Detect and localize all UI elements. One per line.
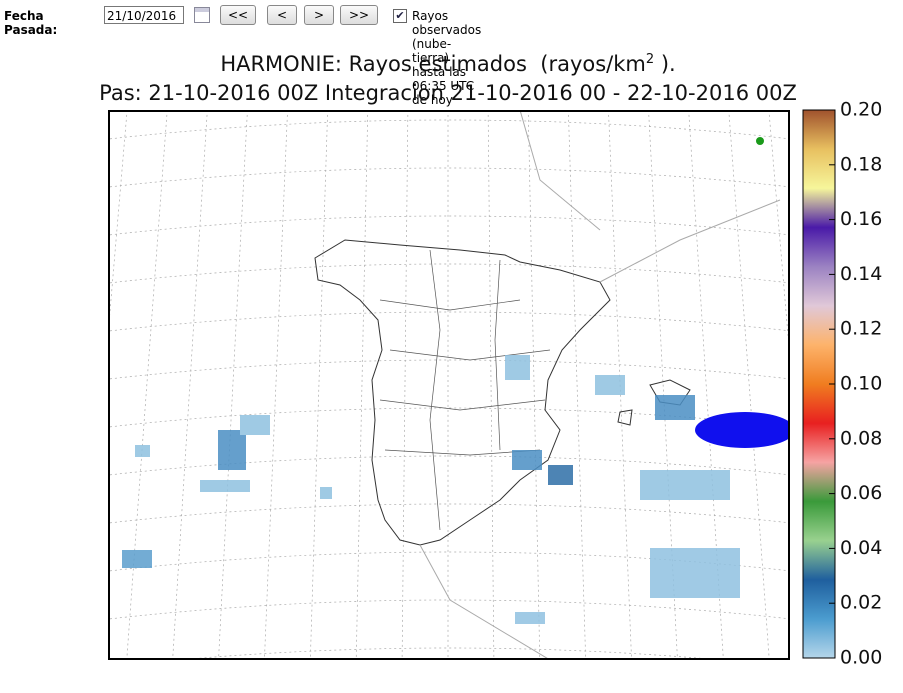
parallel xyxy=(109,119,789,140)
meridian xyxy=(172,111,208,659)
title-end: ). xyxy=(654,52,676,76)
meridian xyxy=(888,100,903,670)
meridian xyxy=(401,111,409,659)
next-button[interactable]: > xyxy=(304,5,334,25)
meridian xyxy=(126,111,168,659)
parallel xyxy=(109,455,789,476)
meridian xyxy=(264,111,288,659)
meridian xyxy=(608,111,632,659)
title-sup: 2 xyxy=(645,52,655,67)
meridian xyxy=(728,111,770,659)
first-button[interactable]: << xyxy=(220,5,256,25)
colorbar-tick-label: 0.08 xyxy=(840,427,882,449)
last-button[interactable]: >> xyxy=(340,5,378,25)
colorbar-tick-label: 0.14 xyxy=(840,263,882,285)
borders xyxy=(419,111,781,659)
prev-button[interactable]: < xyxy=(267,5,297,25)
lightning-areas xyxy=(122,355,740,624)
iberia-outline xyxy=(314,239,611,546)
title-text: HARMONIE: Rayos estimados (rayos/km xyxy=(220,52,646,76)
regions xyxy=(379,249,551,531)
parallel xyxy=(109,359,789,380)
date-input[interactable]: 21/10/2016 xyxy=(104,6,184,24)
map-subtitle: Pas: 21-10-2016 00Z Integracion 21-10-20… xyxy=(99,81,797,105)
map-frame xyxy=(108,110,790,660)
date-label: Fecha Pasada: xyxy=(4,9,58,37)
meridian xyxy=(487,111,495,659)
parallel xyxy=(109,407,789,428)
meridian xyxy=(355,111,369,659)
meridian xyxy=(568,111,587,659)
colorbar-tick-label: 0.04 xyxy=(840,537,882,559)
map-title: HARMONIE: Rayos estimados (rayos/km2 ). xyxy=(0,52,896,76)
meridian xyxy=(309,111,328,659)
colorbar-tick-label: 0.02 xyxy=(840,592,882,614)
colorbar-tick-label: 0.00 xyxy=(840,647,882,669)
colorbar-tick-label: 0.16 xyxy=(840,208,882,230)
calendar-icon[interactable] xyxy=(194,7,210,23)
colorbar-tick-label: 0.20 xyxy=(840,99,882,121)
parallel xyxy=(109,215,789,236)
observed-strikes xyxy=(695,137,789,448)
graticule xyxy=(109,100,903,670)
parallel xyxy=(109,167,789,188)
colorbar-tick-label: 0.12 xyxy=(840,318,882,340)
colorbar-tick-label: 0.10 xyxy=(840,373,882,395)
meridian xyxy=(218,111,248,659)
parallel xyxy=(109,263,789,284)
colorbar-tick-label: 0.18 xyxy=(840,153,882,175)
checkbox[interactable]: ✔ xyxy=(393,9,407,23)
meridian xyxy=(527,111,541,659)
colorbar-tick-label: 0.06 xyxy=(840,482,882,504)
parallel xyxy=(109,503,789,524)
parallel xyxy=(109,311,789,332)
parallel xyxy=(109,599,789,620)
checkbox-label: Rayos observados (nube-tierra) hasta las… xyxy=(412,9,482,107)
